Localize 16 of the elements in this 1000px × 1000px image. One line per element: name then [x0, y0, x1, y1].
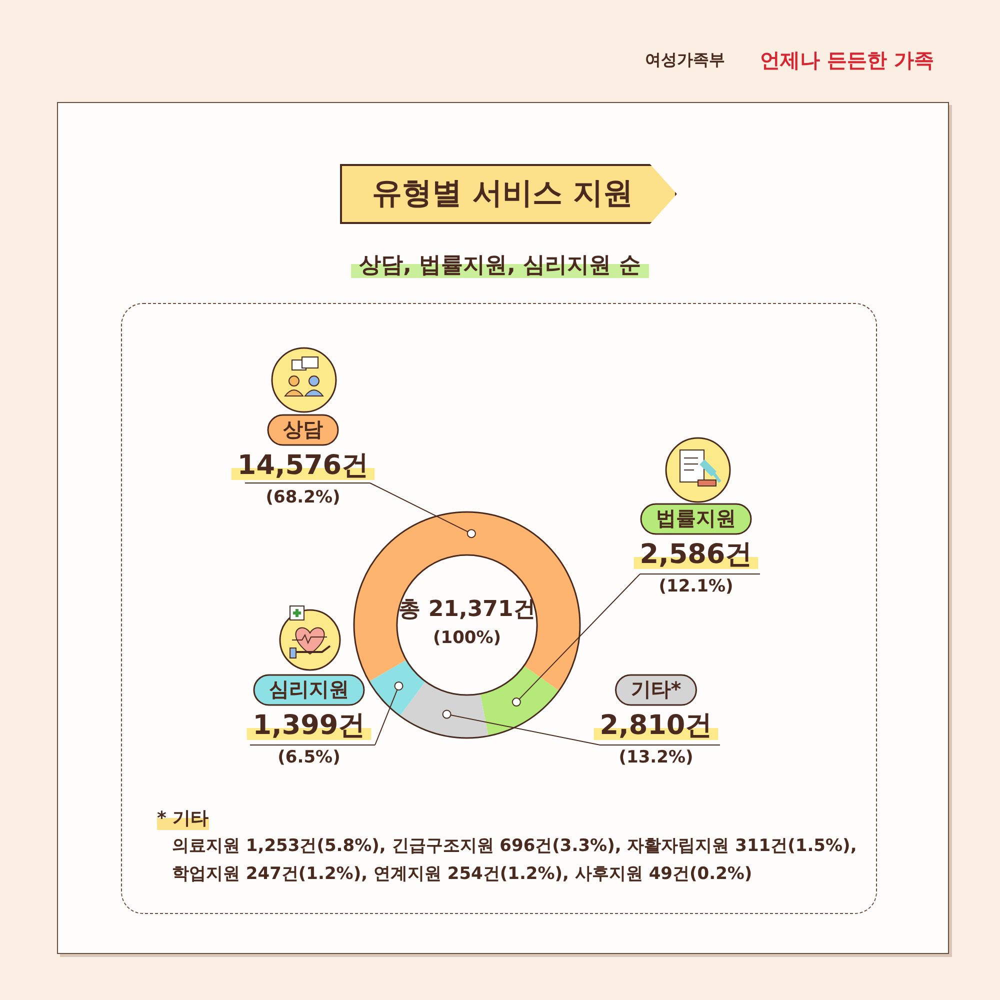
data-label: 2,586건 (12.1%) [640, 539, 752, 596]
slice-label: 법률지원 [656, 506, 736, 530]
text: 학업지원 247건(1.2%), 연계지원 254건(1.2%), 사후지원 49건(0.2%) [172, 863, 752, 885]
text: 총 21,371건 [398, 597, 536, 622]
data-label: 2,810건 (13.2%) [600, 710, 712, 768]
text: 여성가족부 [645, 50, 725, 71]
chart-title: 유형별 서비스 지원 [340, 164, 677, 224]
text: 의료지원 1,253건(5.8%), 긴급구조지원 696건(3.3%), 자활자립지원 311건(1.5%), [172, 835, 857, 857]
legend-label: 상담 [283, 417, 323, 442]
slice-label: 기타* [630, 677, 682, 702]
text: (100%) [432, 628, 502, 648]
data-label: 1,399건 (6.5%) [252, 710, 366, 768]
text: 언제나 든든한 가족 [760, 47, 934, 74]
chart-subtitle: 상담, 법률지원, 심리지원 순 [351, 253, 649, 278]
data-label: 14,576건 (68.2%) [237, 450, 369, 508]
slice-label: 심리지원 [269, 677, 349, 702]
